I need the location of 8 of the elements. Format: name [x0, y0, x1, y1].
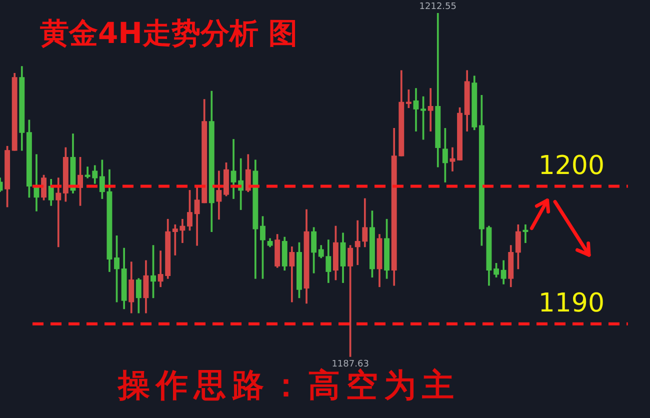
- candlestick: [450, 147, 456, 172]
- annotation: 1212.55: [419, 2, 456, 12]
- candlestick: [428, 88, 434, 132]
- candlestick: [522, 224, 528, 244]
- ref-line-label: 1200: [538, 150, 604, 181]
- candlestick: [56, 178, 62, 248]
- chart-title: 黄金4H走势分析 图: [40, 16, 298, 51]
- ref-line-label: 1190: [538, 288, 604, 319]
